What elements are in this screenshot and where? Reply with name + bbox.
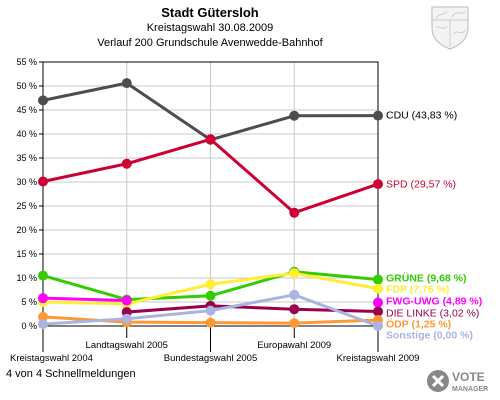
data-point: [373, 274, 383, 285]
data-point: [289, 110, 300, 121]
data-point: [205, 317, 216, 328]
logo-line-1: VOTE: [452, 370, 485, 384]
y-tick-label: 5 %: [21, 297, 37, 307]
series-label: GRÜNE (9,68 %): [386, 272, 467, 285]
logo-line-2: MANAGER: [452, 386, 488, 393]
x-tick-label: Kreistagswahl 2009: [337, 353, 420, 364]
x-tick-label: Kreistagswahl 2004: [10, 353, 93, 364]
y-tick-label: 10 %: [16, 273, 37, 283]
series-label: SPD (29,57 %): [386, 179, 456, 191]
data-point: [373, 283, 383, 294]
y-tick-label: 15 %: [16, 249, 37, 259]
x-tick-label: Europawahl 2009: [257, 340, 331, 351]
y-tick-label: 25 %: [16, 201, 37, 211]
data-point: [38, 319, 48, 330]
y-tick-label: 50 %: [16, 81, 37, 91]
data-point: [289, 268, 300, 279]
x-tick-label: Bundestagswahl 2005: [164, 353, 258, 364]
data-point: [289, 207, 300, 218]
chart-subtitle-2: Verlauf 200 Grundschule Avenwedde-Bahnho…: [97, 37, 323, 49]
data-point: [373, 110, 383, 121]
data-point: [373, 179, 383, 190]
data-point: [373, 297, 383, 308]
y-tick-label: 30 %: [16, 177, 37, 187]
x-tick-label: Landtagswahl 2005: [86, 340, 168, 351]
data-point: [38, 311, 48, 322]
data-point: [38, 293, 48, 304]
y-tick-label: 35 %: [16, 153, 37, 163]
data-point: [121, 78, 132, 89]
data-point: [121, 158, 132, 169]
votemanager-logo: VOTE MANAGER: [427, 370, 488, 393]
series-label: FWG-UWG (4,89 %): [386, 296, 482, 308]
data-point: [38, 176, 48, 187]
data-point: [121, 313, 132, 324]
data-point: [205, 279, 216, 290]
chart-title: Stadt Gütersloh: [161, 5, 259, 20]
series-label: ÖDP (1,25 %): [386, 318, 451, 331]
y-tick-label: 40 %: [16, 129, 37, 139]
y-tick-label: 55 %: [16, 57, 37, 67]
series-label: Sonstige (0,00 %): [386, 330, 473, 342]
data-point: [373, 306, 383, 317]
data-point: [205, 290, 216, 301]
data-point: [289, 289, 300, 300]
coat-of-arms-icon: [431, 6, 469, 50]
series-label: CDU (43,83 %): [386, 110, 457, 122]
series-label: DIE LINKE (3,02 %): [386, 308, 479, 320]
series-sonstige: [38, 289, 383, 331]
series-fwg-uwg: [38, 293, 383, 308]
data-point: [38, 270, 48, 281]
data-point: [38, 95, 48, 106]
data-point: [373, 321, 383, 331]
data-point: [289, 318, 300, 329]
y-tick-label: 0 %: [21, 321, 37, 331]
data-point: [121, 295, 132, 306]
series-spd: [38, 134, 383, 218]
data-point: [205, 134, 216, 145]
chart-subtitle: Kreistagswahl 30.08.2009: [146, 22, 274, 34]
series-label: FDP (7,76 %): [386, 284, 449, 296]
data-point: [289, 304, 300, 315]
y-tick-label: 20 %: [16, 225, 37, 235]
data-point: [205, 305, 216, 316]
y-tick-label: 45 %: [16, 105, 37, 115]
footer-status: 4 von 4 Schnellmeldungen: [6, 368, 136, 380]
